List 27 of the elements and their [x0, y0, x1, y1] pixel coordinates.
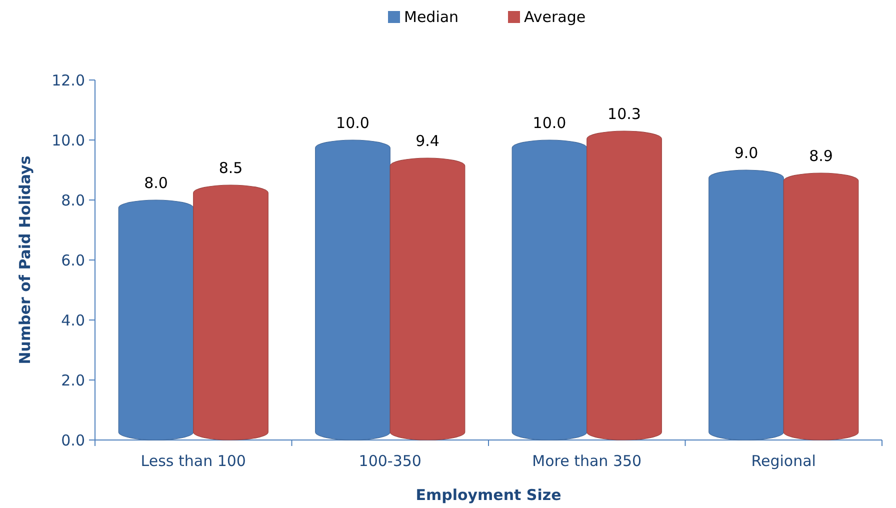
- bar: [783, 172, 859, 440]
- data-label: 8.0: [144, 174, 168, 192]
- bar: [193, 184, 268, 440]
- data-label: 9.0: [734, 144, 758, 162]
- data-label: 10.0: [336, 114, 370, 132]
- y-tick-label: 2.0: [61, 371, 85, 390]
- data-label: 10.3: [608, 105, 641, 123]
- data-label: 10.0: [532, 114, 566, 132]
- y-tick-label: 8.0: [61, 191, 85, 210]
- legend-label: Median: [404, 8, 459, 26]
- x-tick-label: 100-350: [358, 452, 422, 470]
- data-label: 8.9: [809, 147, 833, 165]
- x-axis-title: Employment Size: [416, 486, 562, 504]
- data-label: 8.5: [218, 159, 243, 177]
- y-tick-label: 6.0: [61, 251, 85, 270]
- bar: [390, 158, 466, 440]
- x-tick-label: Less than 100: [140, 452, 246, 470]
- data-label: 9.4: [416, 132, 440, 150]
- y-tick-label: 4.0: [61, 311, 85, 330]
- y-tick-label: 0.0: [61, 431, 85, 450]
- x-tick-label: Regional: [751, 452, 816, 470]
- legend-label: Average: [524, 8, 586, 26]
- y-tick-label: 10.0: [52, 131, 85, 150]
- y-tick-label: 12.0: [52, 71, 85, 90]
- x-tick-label: More than 350: [532, 452, 642, 470]
- bar: [586, 130, 662, 440]
- y-axis-title: Number of Paid Holidays: [16, 156, 34, 364]
